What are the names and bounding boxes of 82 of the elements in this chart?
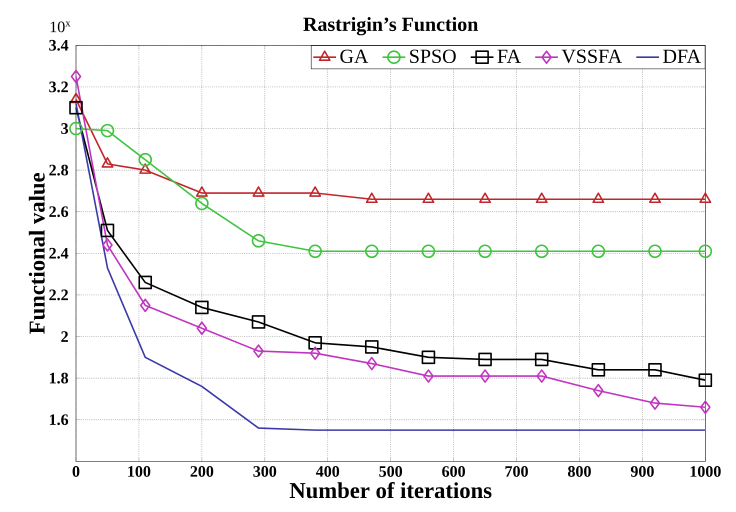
point [69,122,83,136]
x-tick-label: 800 [568,466,591,477]
point [478,244,492,258]
point [648,244,662,258]
point [100,224,114,238]
point [138,152,152,167]
point [536,369,548,383]
point [100,124,114,138]
point [592,244,606,258]
point [479,192,492,204]
x-tick-label: 400 [316,466,340,477]
y-tick-label: 1.6 [50,414,68,426]
x-tick-label: 500 [379,466,402,477]
y-tick-label: 2 [61,331,68,342]
point [422,350,436,364]
x-tick-label: 600 [442,466,465,477]
point [70,70,82,84]
y-axis-title: Functional value [28,173,45,334]
legend-label: SPSO [410,50,456,64]
point [364,340,379,354]
point [138,276,152,290]
x-tick-label: 900 [630,466,654,477]
point [70,92,82,104]
point [140,298,151,312]
y-tick-label: 3 [61,123,68,134]
legend-label: FA [498,50,521,63]
point [195,196,209,210]
point [308,336,322,350]
point [480,369,490,383]
x-tick-label: 700 [505,466,528,477]
point [309,186,322,197]
point [102,238,113,252]
point [195,300,209,314]
x-tick-label: 1000 [690,466,721,477]
point [423,369,434,383]
point [101,157,114,168]
point [648,192,661,204]
point [366,192,378,204]
point [310,346,320,360]
point [252,234,266,248]
point [366,356,378,370]
text: 10$^{x}$ [50,21,70,32]
point [478,352,492,366]
point [648,363,662,377]
point [139,163,152,174]
y-tick-label: 3.2 [49,82,68,92]
y-tick-label: 2.8 [49,164,68,176]
point [196,321,208,336]
point [536,192,548,204]
point [699,192,712,204]
y-tick-label: 2.6 [49,206,68,218]
point [592,363,606,377]
y-tick-label: 2.2 [49,290,68,300]
point [253,344,264,358]
point [698,373,712,388]
point [196,186,208,197]
x-tick-label: 100 [128,466,150,477]
point [252,315,266,329]
point [700,400,711,414]
point [592,192,604,204]
x-tick-label: 0 [72,466,80,477]
point [308,244,322,258]
x-axis-title: Number of iterations [290,482,492,498]
point [534,352,549,366]
y-tick-label: 1.8 [50,372,68,384]
chart-title: Rastrigin’s Function [303,17,478,36]
point [364,244,379,258]
point [650,396,660,410]
legend-label: GA [340,50,368,64]
point [698,244,712,258]
point [593,384,604,398]
point [422,244,436,258]
point [69,100,83,115]
x-tick-label: 200 [190,466,214,477]
legend-label: DFA [663,50,701,63]
x-tick-label: 300 [253,466,276,477]
y-tick-label: 2.4 [49,248,68,259]
point [422,192,434,204]
y-tick-label: 3.4 [49,40,68,51]
point [252,186,265,197]
legend-label: VSSFA [562,50,622,64]
point [534,244,549,258]
